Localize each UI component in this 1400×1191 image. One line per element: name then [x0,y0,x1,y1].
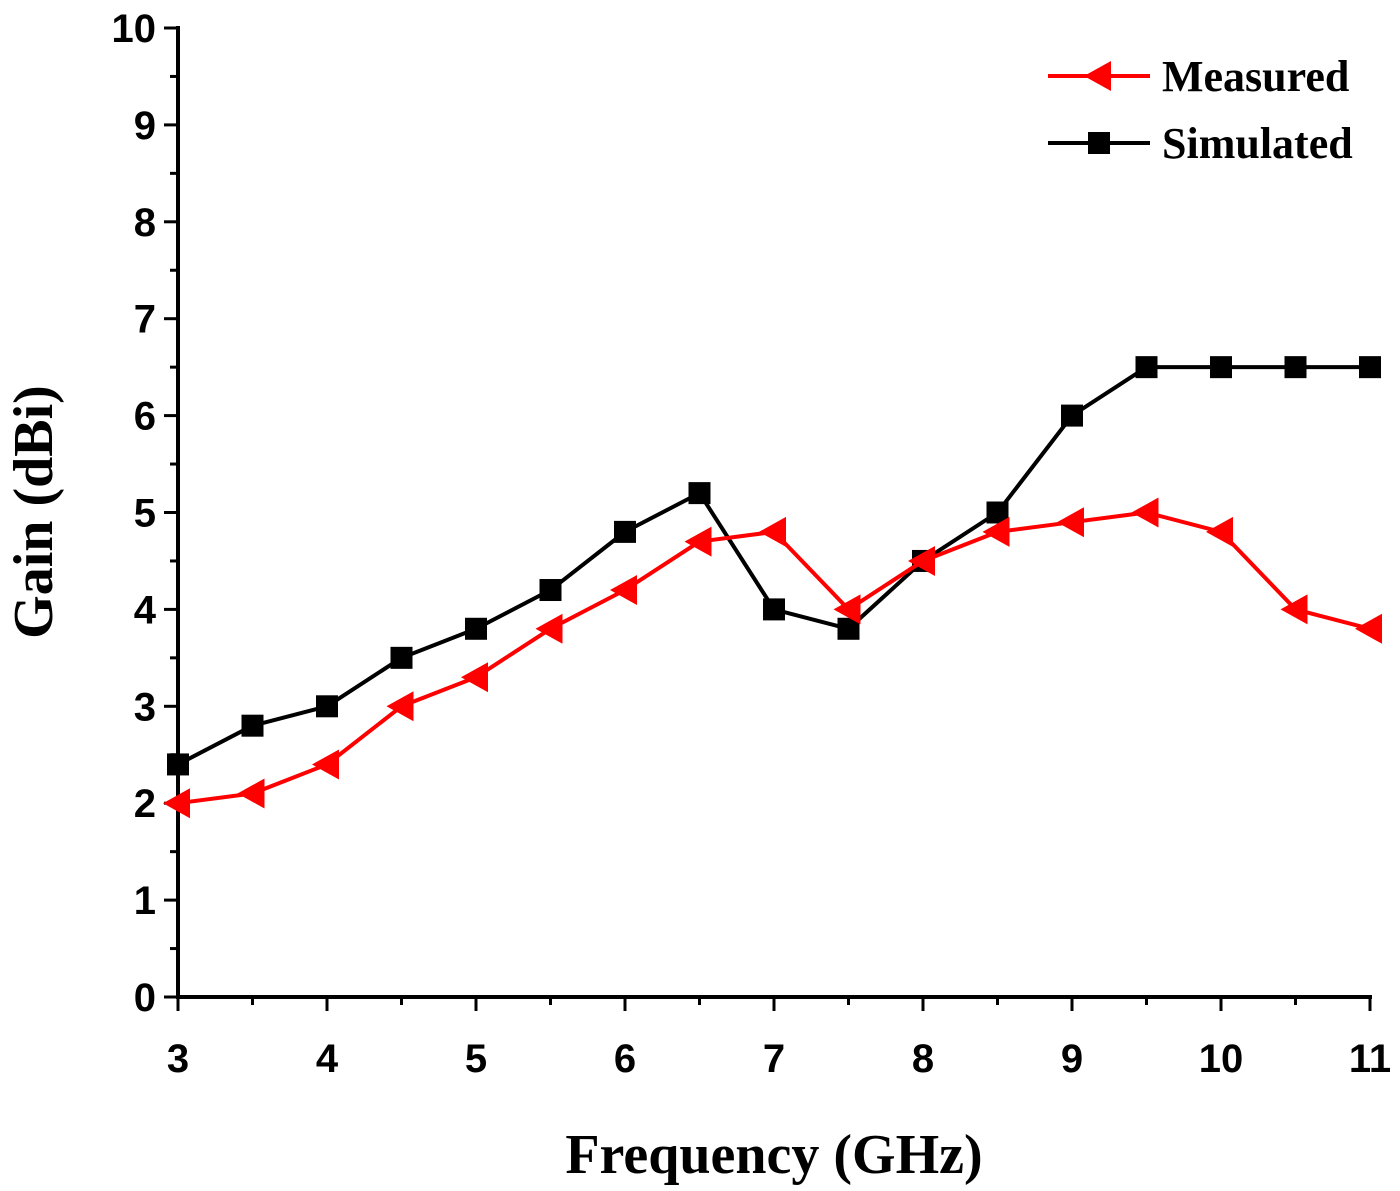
y-tick-label: 2 [134,782,156,826]
square-marker [1061,404,1083,427]
triangle-left-marker [535,613,563,644]
triangle-left-marker [1131,497,1159,528]
x-tick-label: 5 [465,1037,487,1081]
triangle-left-marker [684,526,712,557]
y-tick-label: 8 [134,201,156,245]
x-tick-label: 11 [1349,1037,1391,1081]
square-marker [465,617,487,640]
triangle-left-marker [759,516,786,547]
x-axis-label: Frequency (GHz) [565,1124,982,1186]
triangle-left-marker [982,516,1010,547]
square-marker [614,520,636,543]
legend-label: Measured [1162,52,1349,101]
square-marker [539,579,562,602]
triangle-left-marker [833,594,861,625]
triangle-left-marker [386,691,414,722]
legend-label: Simulated [1162,119,1353,168]
triangle-left-marker [1355,613,1382,644]
legend-item-measured: Measured [1048,52,1349,101]
triangle-left-marker [1280,594,1308,625]
series-group [163,356,1382,819]
axes: 0 1 2 3 4 5 6 7 8 9 10 3 4 5 6 7 8 9 10 11 [112,7,1392,1081]
legend: Measured Simulated [1048,52,1353,168]
triangle-left-marker [1206,516,1233,547]
triangle-left-marker [163,788,190,819]
y-tick-label: 1 [134,879,156,923]
y-tick-label: 7 [134,298,156,342]
triangle-left-marker [908,545,935,576]
x-tick-label: 6 [614,1037,636,1081]
square-marker [167,753,189,776]
series-measured [163,497,1382,819]
x-tick-label: 7 [763,1037,785,1081]
square-marker [688,482,711,505]
x-tick-label: 10 [1199,1037,1244,1081]
simulated-line [177,365,1370,767]
triangle-left-marker [1057,507,1084,538]
y-tick-label: 9 [134,104,156,148]
square-marker [1359,356,1381,379]
square-marker [241,714,264,737]
measured-line [177,510,1371,806]
square-marker [837,617,860,640]
y-tick-label: 10 [112,7,157,51]
y-tick-label: 4 [134,588,157,632]
x-tick-label: 3 [167,1037,189,1081]
legend-item-simulated: Simulated [1048,119,1353,168]
series-simulated [167,356,1381,776]
triangle-left-marker [461,662,488,693]
y-tick-label: 0 [134,976,156,1020]
x-tick-label: 9 [1061,1037,1083,1081]
square-marker [316,695,338,718]
x-tick-label: 8 [912,1037,934,1081]
triangle-left-marker [1084,61,1111,91]
square-marker [763,598,785,621]
y-tick-label: 6 [134,395,156,439]
triangle-left-marker [237,778,265,809]
square-marker [1210,356,1232,379]
square-marker [1135,356,1158,379]
square-marker [986,501,1009,524]
y-tick-label: 3 [134,685,156,729]
y-axis-label: Gain (dBi) [3,385,65,639]
triangle-left-marker [312,749,339,780]
square-marker [1284,356,1307,379]
x-tick-label: 4 [316,1037,339,1081]
y-tick-label: 5 [134,492,156,536]
square-marker [1088,132,1110,154]
square-marker [390,646,413,669]
triangle-left-marker [610,575,637,606]
